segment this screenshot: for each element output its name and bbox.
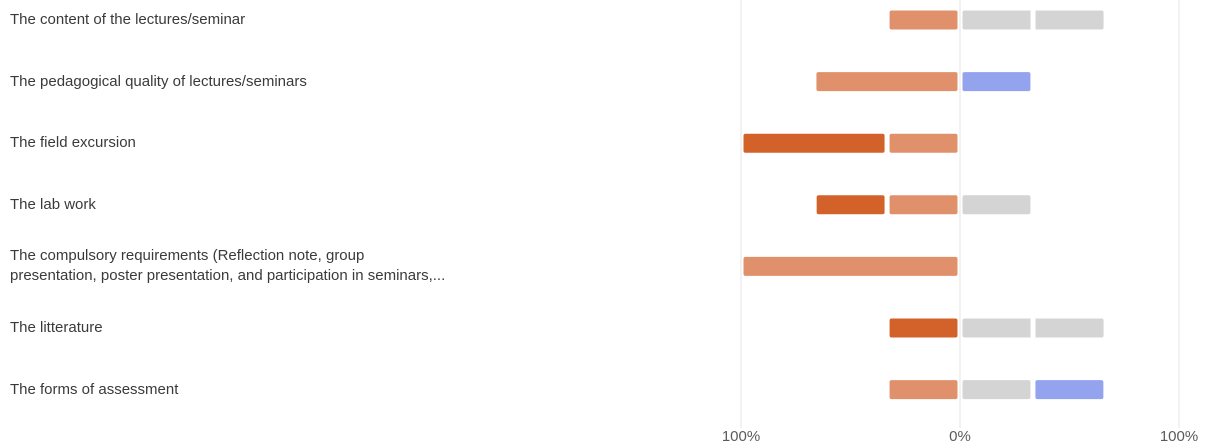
bar-segment-r5-s0 bbox=[889, 318, 958, 338]
x-tick-label-2: 100% bbox=[1160, 428, 1198, 443]
category-label-1: The pedagogical quality of lectures/semi… bbox=[10, 72, 670, 92]
bar-segment-r6-s1 bbox=[889, 380, 958, 400]
bar-segment-r0-s1 bbox=[889, 10, 958, 30]
bar-segment-r3-s1 bbox=[889, 195, 958, 215]
category-label-line: presentation, poster presentation, and p… bbox=[10, 267, 446, 285]
bar-segment-r3-s2 bbox=[962, 195, 1031, 215]
category-label-line: The litterature bbox=[10, 319, 103, 336]
bar-segment-r6-s2 bbox=[962, 380, 1031, 400]
x-tick-label-0: 100% bbox=[722, 428, 760, 443]
category-label-0: The content of the lectures/seminar bbox=[10, 10, 670, 30]
category-label-line: The field excursion bbox=[10, 134, 136, 152]
category-label-line: The content of the lectures/seminar bbox=[10, 11, 246, 28]
bar-segment-r6-s4 bbox=[1035, 380, 1104, 400]
bar-segment-r1-s1 bbox=[816, 72, 958, 92]
category-label-line: The forms of assessment bbox=[10, 380, 179, 398]
bar-segment-r4-s1 bbox=[743, 256, 958, 276]
category-label-5: The litterature bbox=[10, 318, 670, 338]
category-label-line: The pedagogical quality of lectures/semi… bbox=[10, 72, 307, 90]
category-label-4: The compulsory requirements (Reflection … bbox=[10, 246, 670, 286]
category-label-line: The compulsory requirements (Reflection … bbox=[10, 247, 365, 265]
bar-segment-r3-s0 bbox=[816, 195, 885, 215]
category-label-line: The lab work bbox=[10, 195, 96, 213]
bar-segment-r2-s1 bbox=[889, 133, 958, 153]
category-label-6: The forms of assessment bbox=[10, 380, 670, 400]
bar-segment-r1-s4 bbox=[962, 72, 1031, 92]
x-tick-label-1: 0% bbox=[949, 428, 971, 443]
bar-segment-r2-s0 bbox=[743, 133, 885, 153]
category-label-3: The lab work bbox=[10, 195, 670, 215]
category-label-2: The field excursion bbox=[10, 133, 670, 153]
